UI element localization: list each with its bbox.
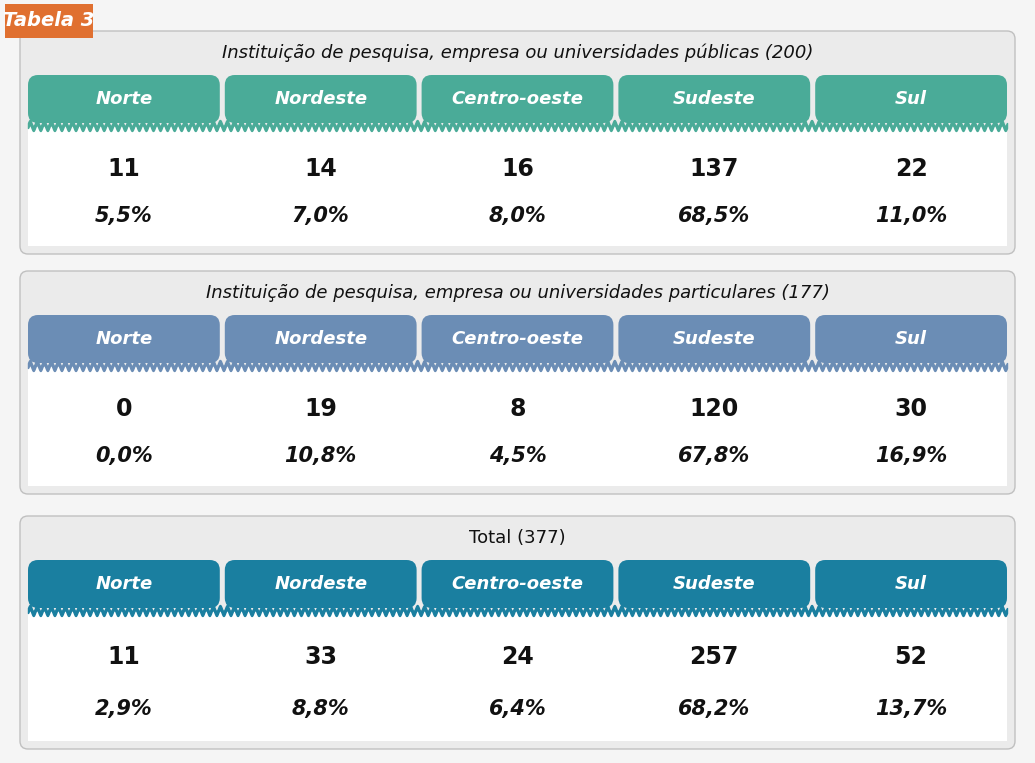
Text: 33: 33 <box>304 645 337 669</box>
Text: 120: 120 <box>689 397 739 420</box>
FancyBboxPatch shape <box>618 315 810 363</box>
FancyBboxPatch shape <box>421 315 614 363</box>
FancyBboxPatch shape <box>5 4 93 38</box>
Text: Instituição de pesquisa, empresa ou universidades particulares (177): Instituição de pesquisa, empresa ou univ… <box>206 284 829 302</box>
Text: Sul: Sul <box>895 330 927 348</box>
FancyBboxPatch shape <box>28 560 219 608</box>
Text: Nordeste: Nordeste <box>274 330 367 348</box>
Text: Sul: Sul <box>895 90 927 108</box>
FancyBboxPatch shape <box>28 315 219 363</box>
Text: 10,8%: 10,8% <box>285 446 357 466</box>
Text: 13,7%: 13,7% <box>875 699 947 719</box>
Text: Centro-oeste: Centro-oeste <box>451 330 584 348</box>
Text: 137: 137 <box>689 156 739 181</box>
FancyBboxPatch shape <box>225 75 417 123</box>
Text: 0: 0 <box>116 397 132 420</box>
FancyBboxPatch shape <box>816 315 1007 363</box>
Text: 67,8%: 67,8% <box>678 446 750 466</box>
Text: 30: 30 <box>894 397 927 420</box>
Text: Norte: Norte <box>95 90 152 108</box>
Text: 24: 24 <box>501 645 534 669</box>
Text: 19: 19 <box>304 397 337 420</box>
Text: Tabela 3: Tabela 3 <box>3 11 94 31</box>
Text: 11: 11 <box>108 156 141 181</box>
FancyBboxPatch shape <box>225 315 417 363</box>
FancyBboxPatch shape <box>816 560 1007 608</box>
FancyBboxPatch shape <box>28 612 1007 741</box>
FancyBboxPatch shape <box>618 75 810 123</box>
FancyBboxPatch shape <box>20 271 1015 494</box>
Text: 7,0%: 7,0% <box>292 206 350 227</box>
FancyBboxPatch shape <box>618 560 810 608</box>
Text: Total (377): Total (377) <box>469 529 566 547</box>
FancyBboxPatch shape <box>20 516 1015 749</box>
Text: 8,8%: 8,8% <box>292 699 350 719</box>
Text: 5,5%: 5,5% <box>95 206 153 227</box>
Text: 8,0%: 8,0% <box>489 206 546 227</box>
Text: 0,0%: 0,0% <box>95 446 153 466</box>
Text: Norte: Norte <box>95 575 152 593</box>
Text: 6,4%: 6,4% <box>489 699 546 719</box>
FancyBboxPatch shape <box>28 75 219 123</box>
Text: 16: 16 <box>501 156 534 181</box>
Text: 16,9%: 16,9% <box>875 446 947 466</box>
Text: Centro-oeste: Centro-oeste <box>451 575 584 593</box>
Text: Nordeste: Nordeste <box>274 575 367 593</box>
Text: Centro-oeste: Centro-oeste <box>451 90 584 108</box>
Text: Sudeste: Sudeste <box>673 575 756 593</box>
Text: Instituição de pesquisa, empresa ou universidades públicas (200): Instituição de pesquisa, empresa ou univ… <box>221 43 814 63</box>
Text: Nordeste: Nordeste <box>274 90 367 108</box>
Text: 52: 52 <box>894 645 927 669</box>
Text: Sul: Sul <box>895 575 927 593</box>
Text: 14: 14 <box>304 156 337 181</box>
FancyBboxPatch shape <box>20 31 1015 254</box>
Text: 4,5%: 4,5% <box>489 446 546 466</box>
FancyBboxPatch shape <box>225 560 417 608</box>
Text: 2,9%: 2,9% <box>95 699 153 719</box>
Text: Sudeste: Sudeste <box>673 90 756 108</box>
Text: Norte: Norte <box>95 330 152 348</box>
Text: Sudeste: Sudeste <box>673 330 756 348</box>
Text: 68,2%: 68,2% <box>678 699 750 719</box>
Text: 11,0%: 11,0% <box>875 206 947 227</box>
FancyBboxPatch shape <box>28 367 1007 486</box>
Text: 68,5%: 68,5% <box>678 206 750 227</box>
FancyBboxPatch shape <box>816 75 1007 123</box>
Text: 11: 11 <box>108 645 141 669</box>
FancyBboxPatch shape <box>421 75 614 123</box>
Text: 22: 22 <box>894 156 927 181</box>
Text: 8: 8 <box>509 397 526 420</box>
Text: 257: 257 <box>689 645 739 669</box>
FancyBboxPatch shape <box>28 127 1007 246</box>
FancyBboxPatch shape <box>421 560 614 608</box>
